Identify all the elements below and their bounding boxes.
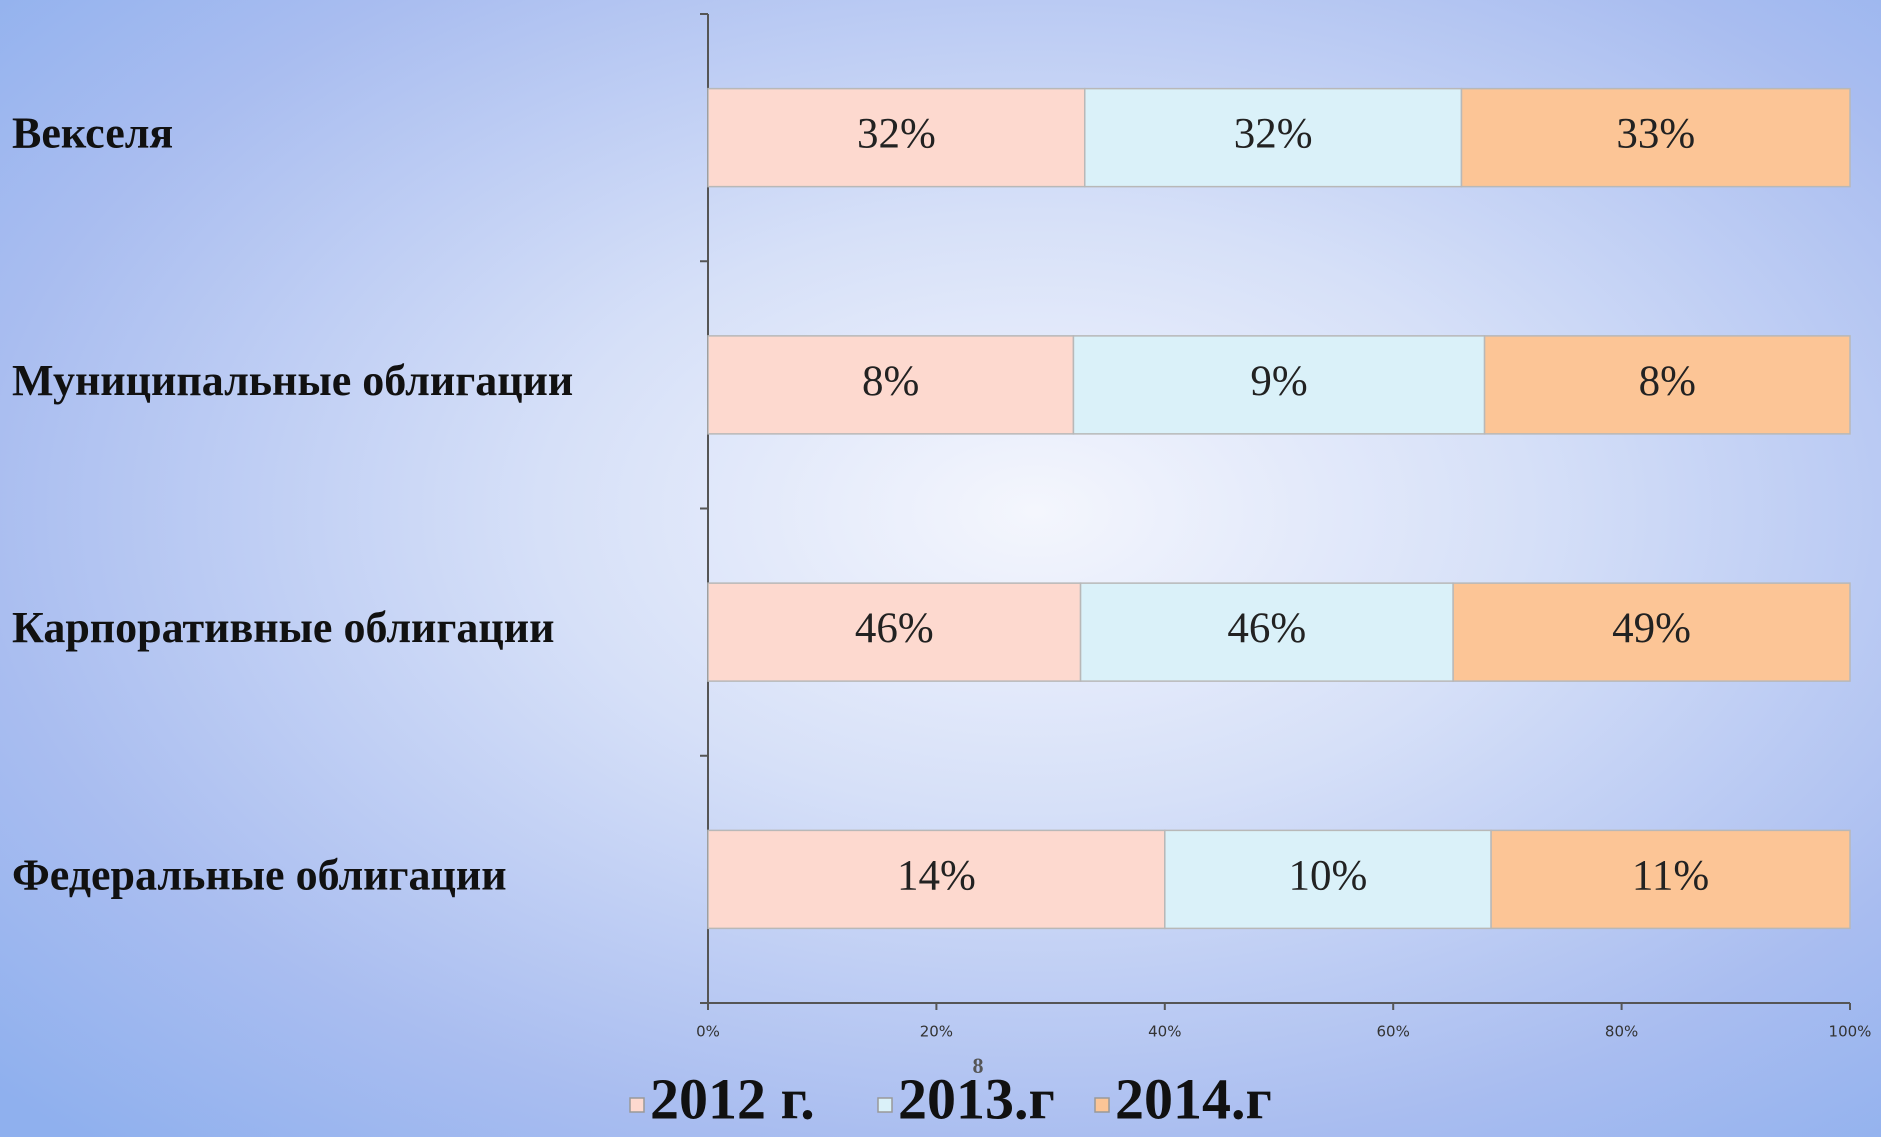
bar-segment bbox=[1490, 829, 1851, 930]
data-label: 11% bbox=[1632, 852, 1709, 899]
bar-segment bbox=[1072, 335, 1486, 435]
category-label: Карпоративные облигации bbox=[12, 603, 554, 652]
data-label: 49% bbox=[1612, 605, 1691, 652]
legend-swatch bbox=[1094, 1097, 1110, 1113]
data-label: 32% bbox=[857, 111, 936, 158]
data-label: 33% bbox=[1616, 111, 1695, 158]
data-label: 32% bbox=[1234, 111, 1313, 158]
category-label: Муниципальные облигации bbox=[12, 356, 573, 405]
page-number: 8 bbox=[973, 1053, 984, 1078]
x-tick-label: 40% bbox=[1148, 1023, 1181, 1041]
data-label: 9% bbox=[1250, 358, 1307, 405]
bar-segment bbox=[1483, 335, 1851, 435]
bar-segment bbox=[707, 582, 1082, 682]
bar-segment bbox=[707, 87, 1086, 188]
bar-segment bbox=[1460, 87, 1851, 188]
data-label: 10% bbox=[1289, 852, 1368, 899]
category-label: Федеральные облигации bbox=[12, 850, 507, 899]
legend-swatch bbox=[877, 1097, 893, 1113]
x-tick-label: 60% bbox=[1377, 1023, 1410, 1041]
bar-segment bbox=[1452, 582, 1851, 682]
x-tick-label: 80% bbox=[1605, 1023, 1638, 1041]
x-tick-label: 20% bbox=[920, 1023, 953, 1041]
category-label: Векселя bbox=[12, 109, 173, 158]
x-tick-label: 0% bbox=[696, 1023, 720, 1041]
bar-segment bbox=[707, 829, 1166, 930]
legend-label: 2012 г. bbox=[650, 1066, 815, 1131]
data-label: 46% bbox=[1227, 605, 1306, 652]
data-label: 14% bbox=[897, 852, 976, 899]
x-tick-label: 100% bbox=[1829, 1023, 1872, 1041]
legend-label: 2013.г bbox=[898, 1066, 1055, 1131]
data-label: 8% bbox=[1639, 358, 1696, 405]
bar-segment bbox=[707, 335, 1075, 435]
bar-segment bbox=[1164, 829, 1492, 930]
bar-segment bbox=[1079, 582, 1454, 682]
bar-segment bbox=[1083, 87, 1463, 188]
data-label: 8% bbox=[862, 358, 919, 405]
legend-swatch bbox=[629, 1097, 645, 1113]
legend-label: 2014.г bbox=[1115, 1066, 1272, 1131]
data-label: 46% bbox=[855, 605, 934, 652]
